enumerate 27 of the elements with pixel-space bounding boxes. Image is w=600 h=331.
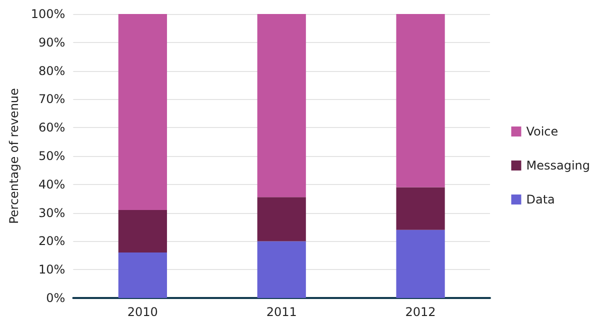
bar	[257, 14, 306, 198]
x-tick-label: 2012	[405, 305, 436, 319]
y-axis-title: Percentage of revenue	[7, 88, 21, 224]
bar	[118, 14, 167, 210]
y-tick-label: 50%	[38, 149, 66, 163]
y-tick-label: 10%	[38, 262, 66, 277]
x-tick-label: 2011	[266, 305, 297, 319]
y-tick-label: 60%	[38, 120, 66, 135]
y-tick-label: 90%	[38, 35, 66, 50]
y-tick-label: 80%	[38, 64, 66, 78]
bar	[396, 230, 445, 298]
bar	[396, 14, 445, 188]
x-tick-label: 2010	[127, 305, 158, 319]
legend-label: Data	[526, 192, 555, 206]
bar	[118, 252, 167, 298]
bar	[257, 241, 306, 298]
legend-label: Voice	[526, 124, 558, 138]
bar	[257, 197, 306, 242]
legend-label: Messaging	[526, 158, 590, 172]
y-tick-label: 20%	[38, 234, 66, 248]
bar	[396, 187, 445, 230]
y-tick-label: 100%	[30, 7, 66, 21]
y-tick-label: 70%	[38, 92, 66, 106]
y-tick-label: 0%	[46, 291, 66, 305]
y-tick-label: 30%	[38, 206, 66, 220]
bar	[118, 210, 167, 253]
y-tick-label: 40%	[38, 177, 66, 192]
